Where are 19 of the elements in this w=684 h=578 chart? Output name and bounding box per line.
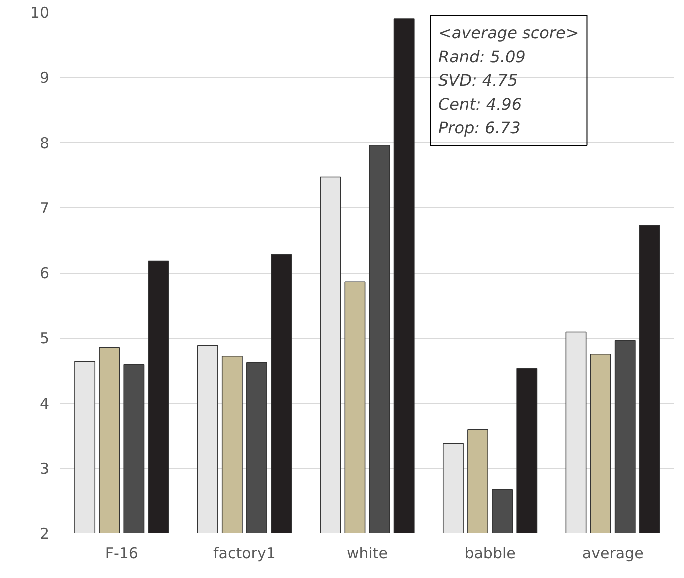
y-tick-label: 7 [40,199,50,218]
y-tick-label: 2 [40,525,50,543]
annotation: Cent: 4.96 [438,94,522,114]
x-tick-label: F-16 [105,544,138,562]
annotation: <average score> [438,24,580,42]
y-tick-label: 4 [40,394,50,413]
x-tick-label: babble [464,544,516,562]
y-tick-label: 10 [30,4,50,22]
y-tick-label: 8 [40,134,50,152]
y-tick-label: 9 [40,69,50,88]
annotation: Rand: 5.09 [438,47,526,66]
y-tick-label: 6 [40,264,50,282]
annotation: SVD: 4.75 [438,71,518,90]
y-tick-label: 3 [40,460,50,478]
x-tick-label: factory1 [214,544,276,562]
annotation: Prop: 6.73 [438,118,521,138]
x-tick-label: average [582,544,644,562]
y-tick-label: 5 [40,330,50,348]
x-tick-label: white [346,544,388,562]
